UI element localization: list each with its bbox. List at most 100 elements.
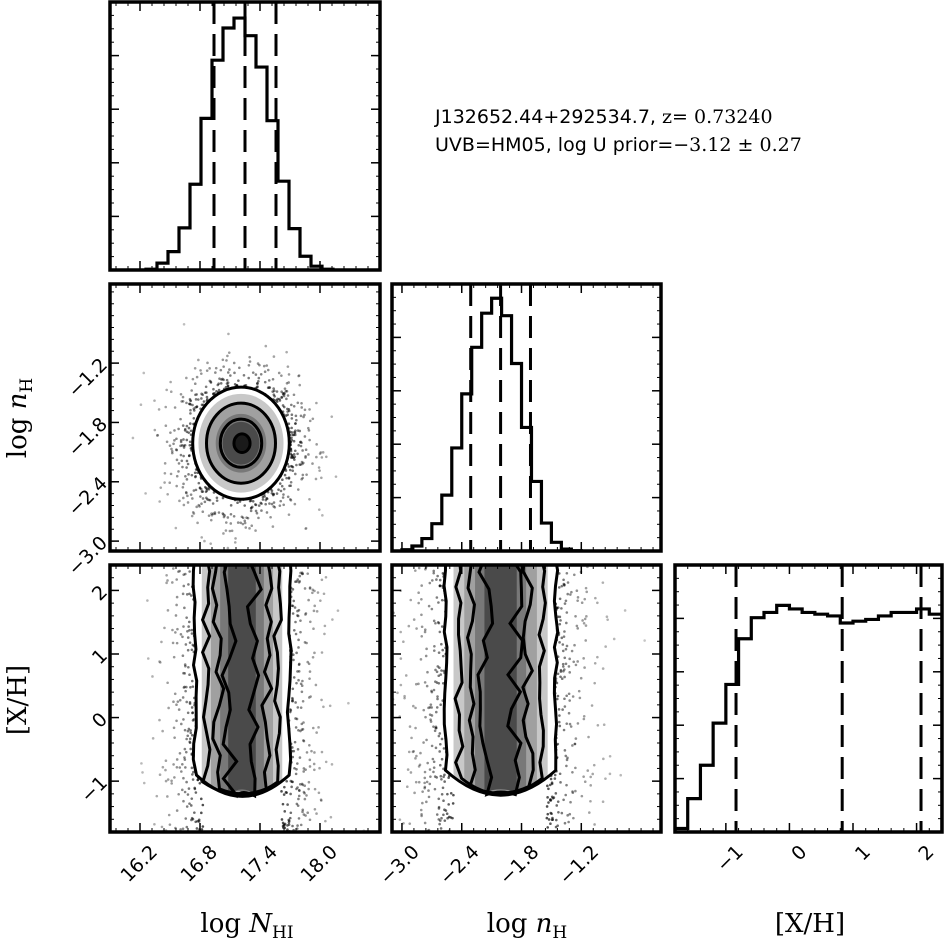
scatter-point [559,781,562,784]
scatter-point [297,728,300,732]
scatter-point [281,496,285,499]
scatter-point [435,578,438,581]
scatter-point [296,804,300,807]
scatter-point [556,697,559,701]
scatter-point [179,828,182,831]
scatter-point [298,383,302,387]
scatter-point [295,418,298,422]
scatter-point [218,377,221,380]
scatter-point [183,756,186,759]
scatter-point [175,484,178,488]
scatter-point [170,449,174,453]
scatter-point [281,478,284,482]
scatter-point [568,699,571,702]
scatter-point [288,816,292,820]
scatter-point [131,436,135,440]
scatter-point [209,542,213,545]
scatter-point [250,524,254,528]
scatter-point [295,463,298,467]
scatter-point [434,710,438,714]
scatter-point [317,508,321,511]
scatter-point [442,669,446,673]
scatter-point [287,823,291,826]
scatter-point [297,678,300,682]
scatter-point [285,791,288,794]
scatter-point [303,587,307,590]
scatter-point [291,454,294,457]
scatter-point [427,795,431,799]
scatter-point [226,385,230,388]
xtick-label-XH: 0 [787,841,811,865]
scatter-point [303,641,307,644]
scatter-point [437,621,441,625]
scatter-point [296,824,299,827]
scatter-point [423,786,426,790]
scatter-point [226,381,230,384]
scatter-point [182,625,185,628]
prior-value: −3.12 ± 0.27 [673,134,802,156]
scatter-point [163,471,167,475]
scatter-point [187,665,190,669]
scatter-point [291,588,295,591]
scatter-point [612,637,616,641]
scatter-point [188,702,192,705]
scatter-point [296,488,300,491]
scatter-point [290,417,294,420]
scatter-point [201,490,205,493]
scatter-point [190,628,194,632]
scatter-point [347,701,350,705]
scatter-point [182,671,185,675]
scatter-point [574,789,577,793]
scatter-point [297,374,300,378]
scatter-point [306,660,310,664]
scatter-point [197,503,201,507]
scatter-point [313,768,316,772]
scatter-point [185,825,189,829]
scatter-point [303,791,306,795]
scatter-point [201,803,205,807]
scatter-point [273,505,277,509]
scatter-point [299,729,302,733]
scatter-point [435,596,439,599]
scatter-point [159,486,163,489]
scatter-point [315,443,318,446]
scatter-point [297,794,301,798]
scatter-point [387,799,390,802]
scatter-point [173,692,177,696]
scatter-point [428,706,432,709]
scatter-point [267,379,271,382]
scatter-point [191,719,195,722]
scatter-point [193,786,196,790]
scatter-point [588,811,591,814]
scatter-point [428,713,432,716]
scatter-point [303,408,307,412]
scatter-point [438,822,441,826]
scatter-point [207,514,211,517]
scatter-point [440,625,444,628]
scatter-point [170,782,173,785]
scatter-point [179,438,183,442]
scatter-point [291,604,295,608]
scatter-point [315,812,318,815]
scatter-point [290,413,294,416]
scatter-point [177,470,180,473]
scatter-point [190,473,194,477]
scatter-point [198,781,202,785]
scatter-point [182,799,185,803]
scatter-point [184,689,187,693]
scatter-point [304,456,307,459]
scatter-point [232,361,236,365]
scatter-point [328,704,332,708]
scatter-point [205,369,209,372]
scatter-point [307,598,310,602]
scatter-point [182,482,185,486]
scatter-point [306,572,310,575]
scatter-point [172,726,176,730]
scatter-point [289,498,292,501]
scatter-point [417,765,421,768]
scatter-point [415,754,418,758]
scatter-point [287,381,290,384]
scatter-point [562,665,565,668]
scatter-point [549,822,552,826]
scatter-point [304,454,307,458]
